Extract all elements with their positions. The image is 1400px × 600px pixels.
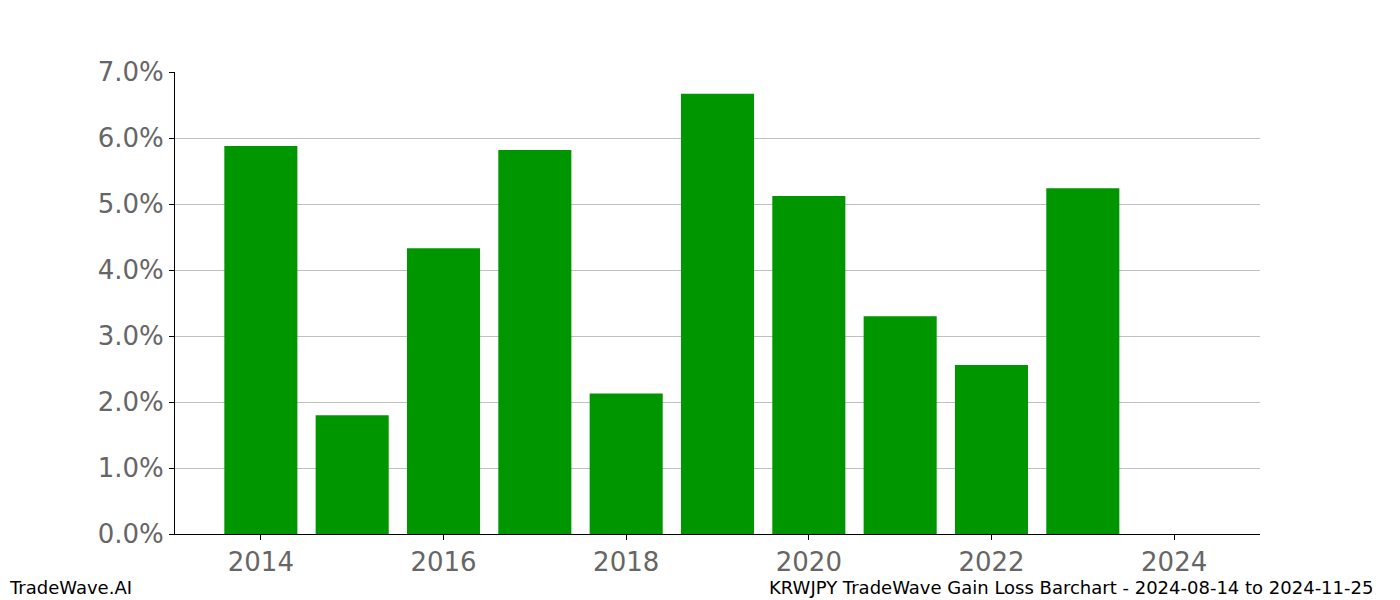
svg-text:2.0%: 2.0% xyxy=(98,387,164,417)
svg-text:2022: 2022 xyxy=(958,547,1024,577)
svg-text:2024: 2024 xyxy=(1141,547,1207,577)
svg-text:1.0%: 1.0% xyxy=(98,453,164,483)
svg-text:KRWJPY TradeWave Gain Loss Bar: KRWJPY TradeWave Gain Loss Barchart - 20… xyxy=(769,577,1373,598)
svg-text:2020: 2020 xyxy=(776,547,842,577)
svg-text:2018: 2018 xyxy=(593,547,659,577)
svg-text:6.0%: 6.0% xyxy=(98,123,164,153)
svg-text:4.0%: 4.0% xyxy=(98,255,164,285)
svg-text:0.0%: 0.0% xyxy=(98,519,164,549)
svg-text:7.0%: 7.0% xyxy=(98,57,164,87)
svg-text:3.0%: 3.0% xyxy=(98,321,164,351)
svg-text:2014: 2014 xyxy=(228,547,294,577)
svg-text:TradeWave.AI: TradeWave.AI xyxy=(9,577,132,598)
svg-text:5.0%: 5.0% xyxy=(98,189,164,219)
svg-text:2016: 2016 xyxy=(410,547,476,577)
